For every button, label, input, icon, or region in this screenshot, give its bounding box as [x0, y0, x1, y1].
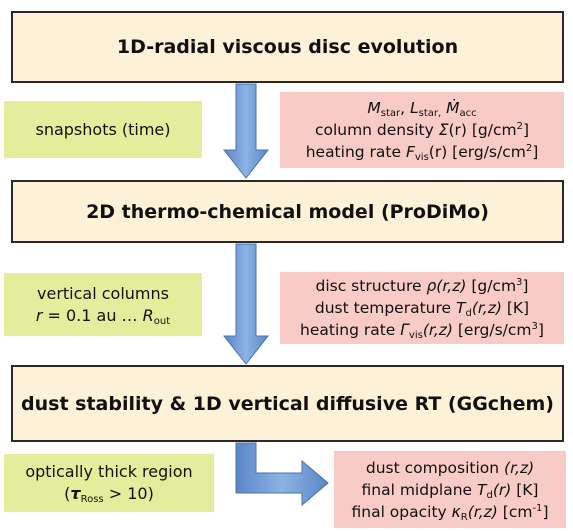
prodimo-title: 2D thermo-chemical model (ProDiMo)	[86, 200, 489, 223]
dust-composition-line: dust composition (r,z)	[365, 458, 535, 477]
snapshots-input-box: snapshots (time)	[4, 101, 202, 158]
optically-thick-label: optically thick region	[25, 462, 193, 481]
flow-arrow-2	[222, 243, 270, 365]
disc-evolution-box: 1D-radial viscous disc evolution	[11, 11, 564, 83]
flow-arrow-3	[235, 442, 329, 507]
disc-evolution-outputs: Mstar, Lstar, Ṁacc column density Σ(r) […	[280, 92, 564, 168]
column-density-line: column density Σ(r) [g/cm2]	[314, 121, 530, 139]
ggchem-outputs: dust composition (r,z) final midplane Td…	[334, 451, 566, 528]
midplane-temperature-line: final midplane Td(r) [K]	[361, 480, 539, 501]
prodimo-outputs: disc structure ρ(r,z) [g/cm3] dust tempe…	[280, 272, 564, 344]
stellar-params: Mstar, Lstar, Ṁacc	[367, 99, 477, 119]
radius-range: r = 0.1 au … Rout	[35, 305, 171, 327]
final-opacity-line: final opacity κR(r,z) [cm-1]	[351, 502, 549, 523]
disc-structure-line: disc structure ρ(r,z) [g/cm3]	[315, 277, 529, 295]
vertical-columns-label: vertical columns	[37, 283, 169, 303]
flow-arrow-1	[222, 83, 270, 179]
heating-rate-line: heating rate Fvis(r) [erg/s/cm2]	[305, 143, 539, 163]
prodimo-box: 2D thermo-chemical model (ProDiMo)	[11, 180, 564, 243]
tau-condition: (τRoss > 10)	[64, 484, 154, 505]
optically-thick-input-box: optically thick region (τRoss > 10)	[4, 454, 214, 512]
volume-heating-line: heating rate Γvis(r,z) [erg/s/cm3]	[300, 321, 544, 341]
snapshots-label: snapshots (time)	[35, 119, 171, 139]
vertical-columns-input-box: vertical columns r = 0.1 au … Rout	[4, 273, 202, 336]
disc-evolution-title: 1D-radial viscous disc evolution	[116, 36, 459, 58]
ggchem-box: dust stability & 1D vertical diffusive R…	[11, 365, 564, 442]
dust-temperature-line: dust temperature Td(r,z) [K]	[314, 299, 530, 319]
ggchem-title: dust stability & 1D vertical diffusive R…	[21, 392, 554, 415]
